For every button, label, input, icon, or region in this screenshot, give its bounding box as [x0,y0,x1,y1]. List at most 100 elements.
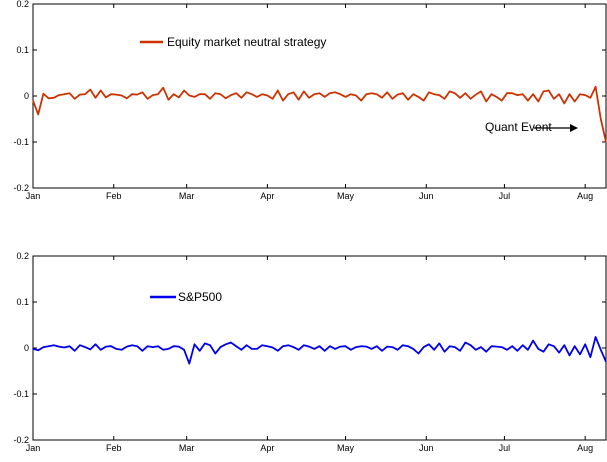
data-point [178,96,180,98]
data-point [219,346,222,348]
data-point [308,346,310,348]
data-point [79,344,81,346]
data-point [152,346,154,348]
data-point [53,97,55,99]
data-point [32,100,34,102]
data-point [324,96,326,98]
data-point [605,361,607,363]
data-point [100,349,102,351]
data-point [563,102,565,104]
data-point [407,99,409,101]
y-tick-label: -0.2 [13,183,29,193]
data-point [428,343,430,345]
data-point [350,93,352,95]
data-point [391,98,393,100]
data-point [303,344,305,346]
annotation-label: Quant Event [485,120,552,134]
data-point [329,92,331,94]
data-point [308,97,310,99]
data-point [339,93,341,95]
data-point [574,100,576,103]
y-tick-label: -0.1 [13,389,29,399]
data-point [459,97,461,99]
data-point [350,349,352,351]
data-point [277,89,279,92]
data-point [235,345,237,347]
data-point [558,352,560,354]
data-point [318,92,321,94]
data-point [402,92,404,94]
data-point [37,113,39,115]
data-point [199,93,201,95]
data-point [193,343,196,345]
data-point [162,87,164,89]
data-point [209,98,211,100]
data-point [438,94,440,96]
data-point [68,345,71,347]
data-point [230,341,232,344]
data-point [511,92,513,94]
data-point [266,345,268,347]
data-point [443,351,446,353]
data-point [600,349,602,351]
data-point [251,348,253,350]
data-point [272,98,274,100]
data-point [199,350,201,352]
data-point [277,350,279,352]
data-point [542,90,545,92]
data-point [183,89,185,92]
data-point [261,93,263,95]
data-point [376,93,378,95]
data-point [568,93,571,95]
data-point [173,345,175,347]
data-point [527,349,529,351]
data-point [558,93,560,95]
data-point [516,94,519,96]
data-point [53,344,55,346]
data-point [589,97,592,99]
annotation-arrow-head [570,124,578,132]
x-tick-label: Jan [26,191,41,201]
data-point [584,94,586,96]
data-point [121,349,123,351]
data-point [37,349,39,351]
data-point [147,98,149,100]
data-point [256,96,258,98]
data-point [397,349,399,351]
data-point [141,350,143,352]
x-tick-label: Feb [106,191,122,201]
data-point [58,346,60,348]
data-point [464,341,466,344]
data-point [84,93,86,95]
data-point [542,351,545,353]
data-point [412,348,414,350]
data-point [433,349,435,351]
data-point [89,348,91,350]
data-point [496,346,498,348]
y-tick-label: 0.2 [16,0,29,9]
data-point [449,345,451,347]
data-point [381,350,383,352]
data-point [225,343,227,345]
data-point [412,93,414,95]
data-point [548,89,550,92]
data-point [272,346,274,349]
data-point [89,89,91,91]
x-tick-label: Aug [577,443,593,453]
data-point [126,346,128,348]
data-point [105,96,107,98]
data-point [381,97,383,99]
data-point [157,345,159,347]
data-point [63,93,65,95]
data-point [147,345,149,347]
x-tick-label: May [337,443,355,453]
data-point [209,344,211,346]
x-tick-label: Jul [499,443,511,453]
data-point [318,345,321,347]
data-point [501,346,503,348]
data-point [32,348,34,350]
data-point [287,93,289,95]
data-point [256,348,258,350]
data-point [438,342,440,344]
x-tick-label: Jun [419,191,434,201]
